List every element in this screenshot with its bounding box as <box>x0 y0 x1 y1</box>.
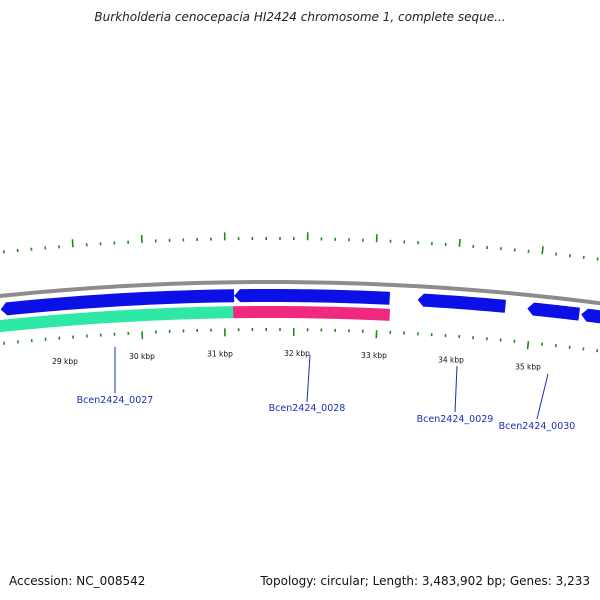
scale-label: 35 kbp <box>515 362 541 371</box>
gene-label[interactable]: Bcen2424_0027 <box>77 395 154 406</box>
label-leader-line <box>306 354 311 403</box>
label-leader-line <box>536 373 549 420</box>
scale-label: 31 kbp <box>207 349 233 358</box>
label-leader-line <box>454 365 458 413</box>
outer-tick <box>71 239 74 248</box>
forward-gene-arrow <box>0 289 235 316</box>
gene-label[interactable]: Bcen2424_0030 <box>499 421 576 432</box>
gene-label[interactable]: Bcen2424_0029 <box>417 414 494 425</box>
outer-tick <box>458 238 461 247</box>
outer-tick-ring <box>2 232 599 261</box>
scale-label: 30 kbp <box>129 352 155 361</box>
reverse-gene-pink <box>233 306 390 321</box>
reverse-gene-green <box>0 306 234 333</box>
gene-labels: Bcen2424_0027 Bcen2424_0028 Bcen2424_0029 B… <box>77 347 576 432</box>
scale-label: 34 kbp <box>438 356 464 365</box>
forward-gene-arrow <box>581 308 600 324</box>
forward-gene-arrow <box>417 293 506 313</box>
accession-text: Accession: NC_008542 <box>9 574 146 588</box>
gene-label[interactable]: Bcen2424_0028 <box>269 403 346 414</box>
forward-strand-genes <box>0 289 600 324</box>
summary-text: Topology: circular; Length: 3,483,902 bp… <box>260 574 590 588</box>
forward-gene-arrow <box>527 302 580 321</box>
chromosome-backbone <box>0 280 600 306</box>
inner-tick <box>526 341 530 350</box>
map-title: Burkholderia cenocepacia HI2424 chromoso… <box>94 10 506 24</box>
forward-gene-arrow <box>234 289 390 305</box>
reverse-strand-features <box>0 306 390 333</box>
backbone-line <box>0 280 600 306</box>
inner-tick-ring: 29 kbp 30 kbp 31 kbp 32 kbp 33 kbp 34 kbp 35 k… <box>3 328 599 371</box>
scale-label: 32 kbp <box>284 349 310 358</box>
outer-tick <box>541 246 544 255</box>
scale-label: 29 kbp <box>52 357 78 366</box>
scale-label: 33 kbp <box>361 351 387 360</box>
